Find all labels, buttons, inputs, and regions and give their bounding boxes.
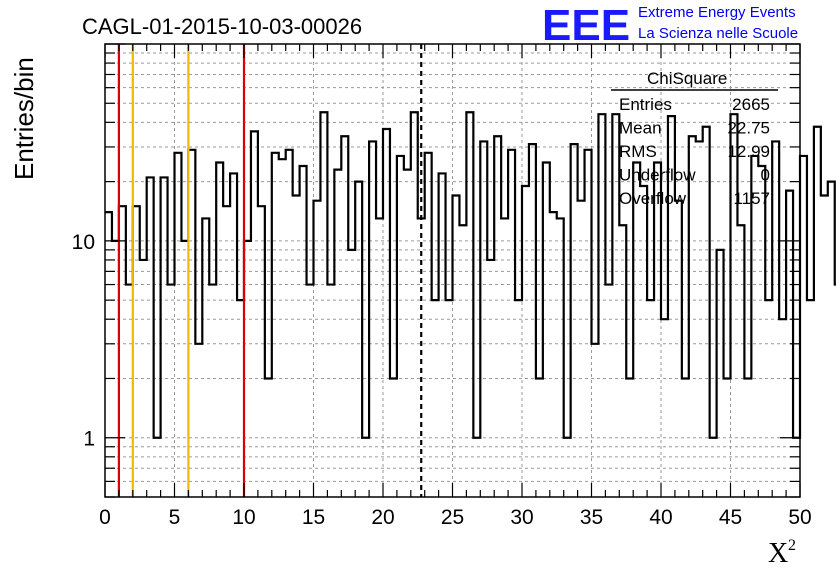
histogram-bar — [432, 300, 439, 497]
histogram-outline — [105, 111, 836, 439]
histogram-bar — [605, 285, 612, 497]
x-axis-ticks: 0 5 10 15 20 25 30 35 40 45 50 — [99, 44, 812, 529]
histogram-bar — [807, 300, 814, 497]
histogram-bar — [661, 319, 668, 497]
histogram-bar — [647, 300, 654, 497]
stats-value: 12.99 — [727, 142, 770, 161]
histogram-bar — [168, 285, 175, 497]
stats-value: 0 — [761, 166, 770, 185]
reference-lines — [117, 44, 423, 497]
x-tick-label: 15 — [302, 506, 325, 529]
stats-label: Underflow — [619, 166, 696, 185]
y-tick-label: 1 — [83, 428, 95, 451]
stats-label: Entries — [619, 95, 672, 114]
stats-label: RMS — [619, 142, 657, 161]
stats-rows: Entries 2665 Mean 22.75 RMS 12.99 Underflow 0 Ov… — [619, 95, 770, 208]
stats-value: 1157 — [733, 189, 770, 208]
histogram-bars — [105, 111, 836, 497]
chart-title: CAGL-01-2015-10-03-00026 — [82, 14, 362, 39]
stats-box: ChiSquare Entries 2665 Mean 22.75 RMS 12.99 Un… — [611, 69, 778, 208]
stats-value: 22.75 — [727, 119, 770, 138]
x-tick-label: 40 — [649, 506, 672, 529]
x-tick-label: 20 — [371, 506, 394, 529]
histogram-bar — [286, 150, 293, 497]
histogram-bar — [348, 250, 355, 497]
stats-value: 2665 — [732, 95, 770, 114]
histogram-bar — [404, 170, 411, 497]
x-tick-label: 50 — [788, 506, 811, 529]
histogram-bar — [327, 285, 334, 497]
histogram-bar — [779, 319, 786, 497]
x-tick-label: 0 — [99, 506, 111, 529]
stats-label: Overflow — [619, 189, 687, 208]
histogram-bar — [550, 212, 557, 497]
histogram-bar — [446, 300, 453, 497]
x-tick-label: 45 — [719, 506, 742, 529]
eee-logo-mark: EEE — [542, 1, 630, 50]
eee-logo: EEE Extreme Energy Events La Scienza nel… — [542, 1, 798, 50]
logo-line-1: Extreme Energy Events — [638, 4, 796, 21]
histogram-bar — [459, 225, 466, 497]
x-tick-label: 35 — [580, 506, 603, 529]
histogram-bar — [195, 344, 202, 497]
stats-label: Mean — [619, 119, 662, 138]
stats-box-title: ChiSquare — [647, 69, 727, 88]
histogram-bar — [592, 344, 599, 497]
histogram-bar — [821, 196, 828, 497]
x-axis-title: X — [768, 538, 788, 569]
x-tick-label: 25 — [441, 506, 464, 529]
histogram-bar — [209, 285, 216, 497]
histogram-bar — [307, 285, 314, 497]
x-tick-label: 30 — [510, 506, 533, 529]
grid-lines — [105, 43, 800, 498]
x-tick-label: 5 — [169, 506, 181, 529]
histogram-bar — [105, 212, 112, 497]
x-axis-title-superscript: 2 — [788, 537, 796, 554]
histogram-bar — [578, 201, 585, 497]
histogram-bar — [515, 300, 522, 497]
y-axis-title: Entries/bin — [9, 57, 39, 180]
logo-line-2: La Scienza nelle Scuole — [638, 25, 798, 42]
y-axis-ticks: 1 10 — [72, 43, 800, 498]
histogram-bar — [765, 300, 772, 497]
x-tick-label: 10 — [232, 506, 255, 529]
y-tick-label: 10 — [72, 231, 95, 254]
